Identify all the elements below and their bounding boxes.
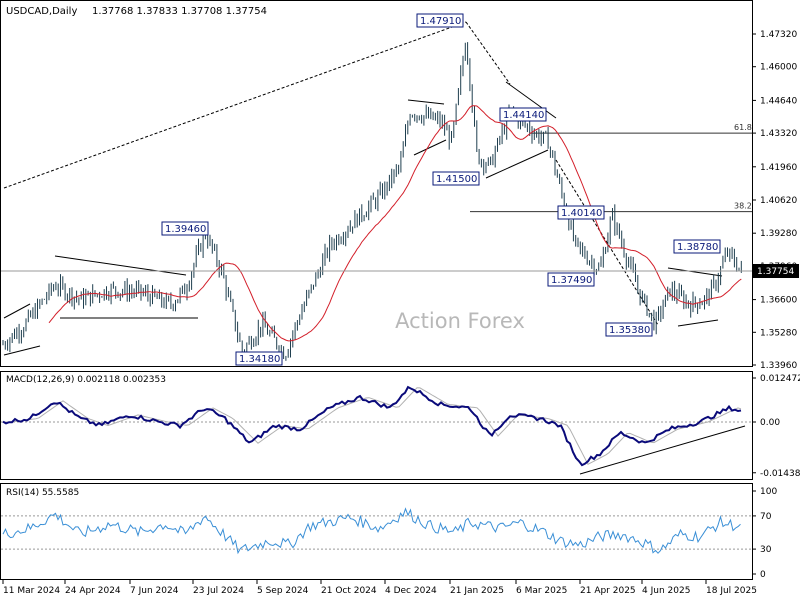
time-tick-label: 6 Mar 2025 bbox=[516, 586, 567, 596]
time-tick-label: 21 Apr 2025 bbox=[580, 586, 636, 596]
fib-level-label: 38.2 bbox=[734, 202, 752, 211]
macd-tick-label: 0.012472 bbox=[760, 374, 800, 384]
price-tick-label: 1.35280 bbox=[760, 328, 797, 338]
time-tick-label: 23 Jul 2024 bbox=[193, 586, 244, 596]
price-annotation-label: 1.47910 bbox=[420, 16, 461, 27]
wedge-lower bbox=[485, 149, 549, 179]
price-annotation-label: 1.35380 bbox=[609, 325, 650, 336]
price-annotation-label: 1.34180 bbox=[239, 354, 280, 365]
rsi-tick-label: 30 bbox=[760, 545, 772, 555]
flag-lower bbox=[413, 139, 447, 156]
price-tick-label: 1.43320 bbox=[760, 129, 797, 139]
time-tick-label: 4 Jun 2025 bbox=[642, 586, 690, 596]
watermark: Action Forex bbox=[395, 309, 525, 333]
price-annotation-label: 1.39460 bbox=[165, 224, 206, 235]
dashed-trendline-drop bbox=[465, 21, 511, 85]
triangle-upper bbox=[54, 255, 187, 276]
macd-label: MACD(12,26,9) 0.002118 0.002353 bbox=[6, 375, 166, 385]
price-annotation-box bbox=[499, 107, 547, 122]
wedge-upper bbox=[505, 81, 557, 119]
price-tick-label: 1.46000 bbox=[760, 63, 797, 73]
price-annotation-label: 1.37490 bbox=[551, 275, 592, 286]
macd-trendline bbox=[579, 425, 746, 475]
range-upper bbox=[667, 267, 723, 277]
price-annotation-box bbox=[673, 239, 721, 254]
price-annotation-box bbox=[605, 322, 653, 337]
current-price-box bbox=[753, 264, 799, 279]
time-tick-label: 24 Apr 2024 bbox=[65, 586, 121, 596]
price-annotation-box bbox=[432, 171, 480, 186]
ohlc-values: 1.37768 1.37833 1.37708 1.37754 bbox=[92, 6, 267, 17]
price-tick-label: 1.36600 bbox=[760, 296, 797, 306]
price-tick-label: 1.39280 bbox=[760, 229, 797, 239]
range-lower bbox=[677, 319, 719, 327]
current-price-label: 1.37754 bbox=[757, 267, 794, 277]
price-annotation-label: 1.38780 bbox=[677, 242, 718, 253]
price-panel[interactable] bbox=[0, 0, 753, 367]
price-annotation-label: 1.44140 bbox=[503, 110, 544, 121]
time-tick-label: 18 Jul 2025 bbox=[706, 586, 757, 596]
time-tick-label: 21 Jan 2025 bbox=[450, 586, 504, 596]
price-tick-label: 1.40620 bbox=[760, 196, 797, 206]
time-tick-label: 11 Mar 2024 bbox=[3, 586, 60, 596]
price-annotation-box bbox=[235, 351, 283, 366]
price-tick-label: 1.44640 bbox=[760, 96, 797, 106]
price-annotation-box bbox=[161, 221, 209, 236]
macd-signal-line bbox=[3, 387, 742, 465]
moving-average-line bbox=[48, 105, 742, 342]
fib-level-label: 61.8 bbox=[734, 123, 752, 132]
rsi-label: RSI(14) 55.5585 bbox=[6, 488, 79, 498]
time-tick-label: 7 Jun 2024 bbox=[130, 586, 179, 596]
time-tick-label: 21 Oct 2024 bbox=[321, 586, 377, 596]
rsi-tick-label: 100 bbox=[760, 487, 777, 497]
channel-upper bbox=[3, 303, 31, 319]
price-annotation-box bbox=[416, 13, 464, 28]
dashed-trendline-long bbox=[3, 21, 467, 189]
price-tick-label: 1.47320 bbox=[760, 30, 797, 40]
time-tick-label: 4 Dec 2024 bbox=[385, 586, 437, 596]
macd-main-line bbox=[2, 385, 742, 467]
price-annotation-box bbox=[547, 272, 595, 287]
rsi-tick-label: 70 bbox=[760, 512, 772, 522]
macd-tick-label: -0.014389 bbox=[760, 469, 800, 479]
price-tick-label: 1.33960 bbox=[760, 361, 797, 371]
price-annotation-label: 1.40140 bbox=[561, 208, 602, 219]
price-annotation-label: 1.41500 bbox=[436, 174, 477, 185]
macd-panel[interactable] bbox=[0, 371, 753, 480]
time-tick-label: 5 Sep 2024 bbox=[257, 586, 309, 596]
dashed-trendline-down bbox=[555, 159, 659, 326]
price-annotation-box bbox=[557, 205, 605, 220]
price-tick-label: 1.41960 bbox=[760, 163, 797, 173]
macd-tick-label: 0.00 bbox=[760, 418, 780, 428]
symbol-title: USDCAD,Daily bbox=[6, 6, 77, 17]
rsi-line bbox=[2, 507, 741, 555]
rsi-tick-label: 0 bbox=[760, 570, 766, 580]
rsi-panel[interactable] bbox=[0, 483, 753, 580]
flag-upper bbox=[407, 99, 445, 105]
channel-lower bbox=[3, 345, 41, 356]
